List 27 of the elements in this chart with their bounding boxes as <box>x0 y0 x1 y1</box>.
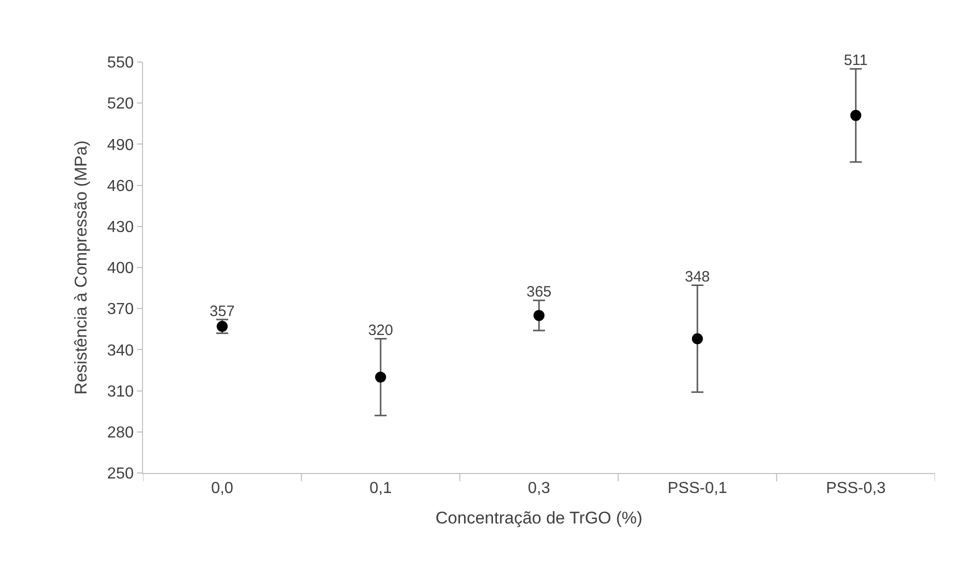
y-tick-label: 340 <box>107 342 134 360</box>
y-tick-label: 310 <box>107 383 134 400</box>
data-label: 320 <box>368 322 394 339</box>
y-tick-label: 460 <box>107 178 134 195</box>
x-tick-label: PSS-0,1 <box>668 480 728 498</box>
point <box>375 372 386 383</box>
y-tick-label: 520 <box>107 96 134 113</box>
data-label: 511 <box>844 52 868 70</box>
x-tick-label: 0,0 <box>211 480 234 498</box>
point <box>850 110 862 121</box>
x-axis-title: Concentração de TrGO (%) <box>436 508 642 528</box>
x-tick-label: PSS-0,3 <box>826 480 886 498</box>
y-tick-label: 250 <box>107 466 134 483</box>
x-tick-label: 0,1 <box>369 480 392 498</box>
data-label: 357 <box>210 302 235 320</box>
point <box>534 310 544 321</box>
y-tick-label: 400 <box>107 260 134 278</box>
y-tick-label: 490 <box>107 136 134 154</box>
y-axis-title: Resistência à Compressão (MPa) <box>72 140 91 395</box>
y-tick-label: 430 <box>107 219 134 236</box>
data-label: 348 <box>684 268 710 286</box>
y-tick-label: 280 <box>107 424 134 442</box>
data-label: 365 <box>526 284 552 301</box>
y-tick-label: 550 <box>107 54 134 72</box>
x-tick-label: 0,3 <box>528 480 550 498</box>
point <box>692 333 703 344</box>
y-tick-label: 370 <box>107 301 134 318</box>
